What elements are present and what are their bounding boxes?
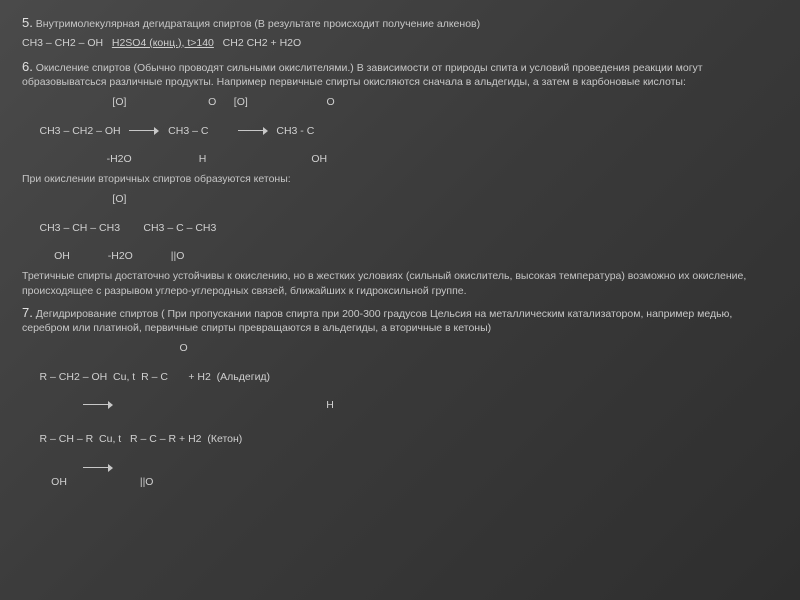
scheme6b-row3: OH -H2O ||O [22, 249, 778, 263]
eq5-left: CH3 – CH2 – OH [22, 37, 103, 49]
scheme7-rB-d: + H2 [188, 371, 210, 383]
section-5-text: Внутримолекулярная дегидратация спиртов … [36, 18, 480, 30]
scheme7-rD-d: (Кетон) [207, 433, 242, 445]
chemistry-slide: 5. Внутримолекулярная дегидратация спирт… [0, 0, 800, 505]
section-7-text: Дегидрирование спиртов ( При пропускании… [22, 308, 732, 335]
scheme7-rowB: R – CH2 – OH Cu, t R – C + H2 (Альдегид) [22, 356, 778, 399]
section-6-text: Окисление спиртов (Обычно проводят сильн… [22, 62, 703, 89]
scheme6-row2: CH3 – CH2 – OH CH3 – C CH3 - C [22, 110, 778, 153]
scheme7-rowE: OH ||O [22, 475, 778, 489]
eq5-conditions: H2SO4 (конц.), t>140 [112, 37, 214, 49]
scheme6b-r2-a: CH3 – CH – CH3 [40, 222, 121, 234]
section-7-number: 7. [22, 305, 33, 320]
section-7-title: 7. Дегидрирование спиртов ( При пропуска… [22, 304, 778, 336]
scheme7-rD-b: Cu, t [99, 433, 121, 445]
scheme6b-row1: [O] [22, 192, 778, 206]
section-6-number: 6. [22, 59, 33, 74]
tertiary-alcohol-note: Третичные спирты достаточно устойчивы к … [22, 269, 778, 297]
scheme6-row3: -H2O H OH [22, 152, 778, 166]
scheme6-r2-b: CH3 – C [168, 125, 208, 137]
scheme7-rD-a: R – CH – R [40, 433, 94, 445]
scheme6b-row2: CH3 – CH – CH3 CH3 – C – CH3 [22, 207, 778, 250]
section-6-title: 6. Окисление спиртов (Обычно проводят си… [22, 58, 778, 90]
primary-alcohol-oxidation-scheme: [O] O [O] O CH3 – CH2 – OH CH3 – C CH3 -… [22, 95, 778, 166]
arrow-icon [238, 127, 268, 135]
section-5-title: 5. Внутримолекулярная дегидратация спирт… [22, 14, 778, 32]
scheme7-rB-b: Cu, t [113, 371, 135, 383]
scheme7-rB-e: (Альдегид) [217, 371, 270, 383]
scheme7-rD-c: R – C – R + H2 [130, 433, 202, 445]
secondary-alcohol-oxidation-scheme: [O] CH3 – CH – CH3 CH3 – C – CH3 OH -H2O… [22, 192, 778, 263]
scheme6-r2-c: CH3 - C [276, 125, 314, 137]
scheme6-row1: [O] O [O] O [22, 95, 778, 109]
eq5-right: CH2 CH2 + H2O [223, 37, 301, 49]
scheme7-rB-a: R – CH2 – OH [40, 371, 108, 383]
scheme6b-r2-b: CH3 – C – CH3 [143, 222, 216, 234]
section-5-number: 5. [22, 15, 33, 30]
secondary-alcohol-intro: При окислении вторичных спиртов образуют… [22, 172, 778, 186]
arrow-icon [83, 401, 113, 409]
arrow-icon [129, 127, 159, 135]
section-5-equation: CH3 – CH2 – OH H2SO4 (конц.), t>140 CH2 … [22, 36, 778, 50]
scheme7-rowA: O [22, 341, 778, 355]
arrow-icon [83, 464, 113, 472]
scheme7-rowD: R – CH – R Cu, t R – C – R + H2 (Кетон) [22, 418, 778, 461]
scheme7-rowC: H [169, 399, 334, 411]
scheme7-rowE-arrow [22, 461, 778, 475]
scheme7-rB-c: R – C [141, 371, 168, 383]
dehydrogenation-scheme: O R – CH2 – OH Cu, t R – C + H2 (Альдеги… [22, 341, 778, 489]
scheme7-rowC-arrow: H [22, 398, 778, 412]
scheme6-r2-a: CH3 – CH2 – OH [40, 125, 121, 137]
